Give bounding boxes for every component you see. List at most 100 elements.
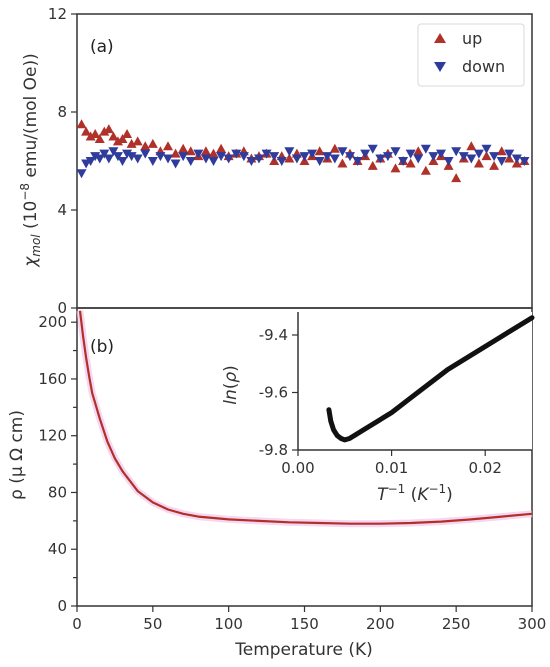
series-down-point bbox=[322, 152, 333, 162]
panel-a-ylabel: χmol (10−8 emu/(mol Oe)) bbox=[18, 53, 43, 268]
panel-a-y-ticks: 0 4 8 12 bbox=[48, 5, 77, 317]
series-up-point bbox=[208, 148, 219, 158]
series-down-point bbox=[254, 154, 264, 164]
series-down-point bbox=[405, 149, 416, 159]
series-up-point bbox=[76, 119, 87, 129]
series-up-point bbox=[90, 129, 101, 139]
series-down-point bbox=[413, 154, 424, 164]
inset-xtick-label: 0.00 bbox=[281, 459, 314, 477]
series-up-point bbox=[163, 141, 173, 151]
inset-ylabel: ln(ρ) bbox=[221, 365, 241, 405]
series-up-point bbox=[103, 124, 114, 134]
series-down-point bbox=[436, 149, 446, 159]
series-down-point bbox=[504, 149, 515, 159]
panel-a: 0 4 8 12 (a) χmol (10−8 emu/(mol Oe)) up do… bbox=[18, 5, 533, 317]
series-up-point bbox=[420, 165, 431, 175]
series-down-point bbox=[329, 154, 340, 164]
series-down-point bbox=[367, 144, 378, 154]
series-up-point bbox=[132, 136, 143, 146]
series-down-point bbox=[94, 154, 105, 164]
series-up-point bbox=[112, 136, 123, 146]
series-down-point bbox=[269, 152, 280, 162]
panel-b-xtick-label: 250 bbox=[442, 615, 471, 633]
series-down-point bbox=[375, 154, 386, 164]
panel-a-ytick-label: 8 bbox=[57, 103, 67, 121]
series-up-point bbox=[81, 126, 92, 136]
series-up-point bbox=[108, 131, 119, 141]
series-down-point bbox=[382, 152, 393, 162]
panel-b-ytick-label: 80 bbox=[48, 483, 67, 501]
series-up-point bbox=[122, 129, 133, 139]
panel-b-xtick-label: 50 bbox=[143, 615, 162, 633]
series-down-point bbox=[284, 147, 295, 157]
panel-b-ytick-label: 160 bbox=[38, 370, 67, 388]
inset-background bbox=[298, 312, 532, 450]
series-up-point bbox=[147, 138, 158, 148]
series-down-point bbox=[170, 159, 181, 169]
panel-b-label: (b) bbox=[90, 337, 114, 357]
series-up-point bbox=[390, 163, 401, 173]
series-up-point bbox=[367, 160, 378, 170]
inset-ytick-label: -9.6 bbox=[259, 384, 288, 402]
inset-ytick-label: -9.8 bbox=[259, 441, 288, 459]
series-down-point bbox=[246, 157, 257, 166]
series-up-point bbox=[496, 146, 507, 156]
series-down-point bbox=[231, 149, 242, 159]
series-down-point bbox=[261, 149, 272, 159]
series-down-point bbox=[208, 157, 219, 166]
inset-marks bbox=[326, 315, 535, 443]
panel-a-ytick-label: 4 bbox=[57, 201, 67, 219]
series-up-point bbox=[117, 133, 128, 143]
panel-b-xtick-label: 150 bbox=[290, 615, 319, 633]
series-down-point bbox=[352, 157, 363, 166]
panel-b-ytick-label: 40 bbox=[48, 540, 67, 558]
series-up-point bbox=[216, 143, 227, 153]
series-down-point bbox=[489, 152, 500, 162]
series-down-point bbox=[360, 149, 371, 159]
series-down-point bbox=[466, 154, 477, 164]
series-down-point bbox=[473, 149, 484, 159]
series-down-point bbox=[103, 154, 114, 164]
series-up-point bbox=[314, 146, 325, 156]
panel-b-ylabel: ρ (μ Ω cm) bbox=[7, 410, 27, 500]
series-down-point bbox=[481, 144, 492, 154]
panel-b-xtick-label: 0 bbox=[72, 615, 82, 633]
series-down-point bbox=[443, 157, 454, 166]
series-up-point bbox=[413, 146, 424, 156]
series-down-point bbox=[185, 157, 196, 166]
panel-b: 0 40 80 120 160 200 0 50 100 150 200 250 300 (b) ρ (… bbox=[7, 307, 547, 660]
legend-down-marker bbox=[434, 62, 446, 72]
series-up-point bbox=[85, 131, 96, 141]
panel-b-marks bbox=[76, 310, 533, 528]
inset-ticks: -9.8 -9.6 -9.4 0.00 0.01 0.02 bbox=[259, 326, 502, 477]
series-down-point bbox=[216, 152, 227, 162]
panel-b-xtick-label: 300 bbox=[518, 615, 547, 633]
series-down-point bbox=[90, 152, 101, 162]
series-down-point bbox=[112, 152, 123, 162]
series-down-point bbox=[519, 157, 530, 166]
inset-curve bbox=[326, 315, 535, 443]
series-down-point bbox=[458, 152, 469, 162]
series-up-point bbox=[99, 126, 110, 136]
series-down-point bbox=[291, 154, 302, 164]
inset-ytick-label: -9.4 bbox=[259, 326, 288, 344]
series-up-point bbox=[489, 160, 500, 170]
series-down-point bbox=[85, 157, 96, 166]
series-down-point bbox=[337, 147, 348, 157]
series-up-point bbox=[451, 173, 462, 183]
series-up-point bbox=[140, 141, 151, 151]
series-up-point bbox=[329, 143, 340, 153]
inset-xtick-label: 0.01 bbox=[375, 459, 408, 477]
series-down-point bbox=[200, 154, 211, 164]
rho-curve bbox=[78, 310, 533, 525]
series-up-point bbox=[405, 158, 416, 168]
series-down-point bbox=[140, 149, 151, 159]
series-up-point bbox=[170, 148, 181, 158]
legend-up-marker bbox=[434, 33, 446, 43]
series-down-point bbox=[122, 149, 133, 159]
panel-b-ytick-label: 200 bbox=[38, 313, 67, 331]
series-up-point bbox=[126, 138, 137, 148]
series-down-point bbox=[451, 147, 462, 157]
series-up-point bbox=[473, 158, 484, 168]
